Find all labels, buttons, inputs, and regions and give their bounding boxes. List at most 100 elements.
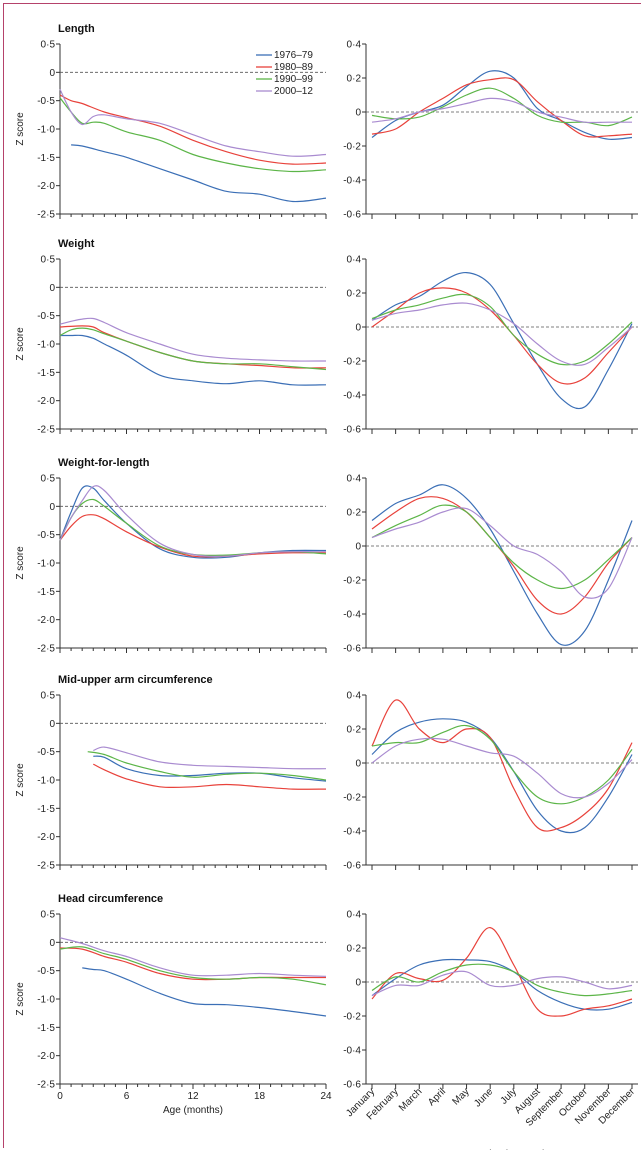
panel-7-series-1-line xyxy=(93,755,327,782)
panel-2-ytick-label: -0·2 xyxy=(343,142,361,153)
panel-8-ytick-label: -0·2 xyxy=(343,793,361,804)
panel-1-ytick-label: -2·0 xyxy=(37,181,55,192)
panel-7-ytick-label: -2·5 xyxy=(37,861,55,872)
panel-3-ytick-label: -1·0 xyxy=(37,340,55,351)
panel-1-title: Length xyxy=(58,23,95,35)
panel-4-ytick-label: 0 xyxy=(355,323,361,334)
panel-3-title: Weight xyxy=(58,238,95,250)
panel-10-ytick-label: 0 xyxy=(355,978,361,989)
panel-9-xtick-label: 6 xyxy=(124,1091,130,1102)
panel-4-series-3-line xyxy=(371,293,633,366)
panel-1-ytick-label: -1·5 xyxy=(37,153,55,164)
panel-4-series-4-line xyxy=(371,302,633,366)
panel-5-series-4-line xyxy=(59,485,327,557)
panel-2-series-3-line xyxy=(371,87,633,127)
legend-entry-1: 1976–79 xyxy=(274,50,313,61)
panel-1-ytick-label: 0 xyxy=(49,68,55,79)
panel-2-ytick-label: 0·4 xyxy=(347,40,362,51)
panel-8-ytick-label: 0 xyxy=(355,759,361,770)
panel-7-ytick-label: 0·5 xyxy=(41,691,56,702)
panel-10-xtick-label: July xyxy=(499,1086,519,1106)
panel-1-ylabel: Z score xyxy=(15,112,26,146)
panel-2-ytick-label: -0·6 xyxy=(343,210,361,221)
panel-5-ylabel: Z score xyxy=(15,546,26,580)
panel-9-ytick-label: -1·0 xyxy=(37,995,55,1006)
panel-10-xtick-label: April xyxy=(426,1086,448,1108)
panel-10-ytick-label: 0·4 xyxy=(347,910,362,921)
legend-entry-2: 1980–89 xyxy=(274,62,313,73)
panel-7-ytick-label: -0·5 xyxy=(37,747,55,758)
panel-10-ytick-label: -0·2 xyxy=(343,1012,361,1023)
panel-8-ytick-label: -0·6 xyxy=(343,861,361,872)
panel-8-ytick-label: 0·4 xyxy=(347,691,362,702)
panel-6-series-2-line xyxy=(371,496,633,615)
panel-10-ytick-label: -0·6 xyxy=(343,1080,361,1091)
panel-9-ytick-label: 0 xyxy=(49,938,55,949)
panel-4-series-1-line xyxy=(371,271,633,410)
panel-10-series-4-line xyxy=(371,970,633,997)
panel-8-series-1-line xyxy=(371,718,633,834)
panel-3-series-3-line xyxy=(59,327,327,371)
panel-7-title: Mid-upper arm circumference xyxy=(58,674,213,686)
panel-8-series-2-line xyxy=(371,699,633,832)
panel-7-ytick-label: -1·0 xyxy=(37,776,55,787)
panel-7-ytick-label: -2·0 xyxy=(37,832,55,843)
panel-9-xtick-label: 18 xyxy=(254,1091,266,1102)
panel-8-series-4-line xyxy=(371,737,633,799)
panel-1-ytick-label: -0·5 xyxy=(37,96,55,107)
panel-5-title: Weight-for-length xyxy=(58,457,150,469)
panel-2-series-4-line xyxy=(371,97,632,124)
panel-5-series-3-line xyxy=(59,498,327,557)
panel-9-series-3-line xyxy=(59,946,327,986)
panel-9-ylabel: Z score xyxy=(15,982,26,1016)
panel-5-ytick-label: 0 xyxy=(49,502,55,513)
panel-3-ytick-label: -2·5 xyxy=(37,425,55,436)
panel-3-ylabel: Z score xyxy=(15,327,26,361)
panel-8-ytick-label: -0·4 xyxy=(343,827,361,838)
panel-8-ytick-label: 0·2 xyxy=(347,725,362,736)
panel-9-series-4-line xyxy=(59,937,327,977)
panel-9-xtick-label: 24 xyxy=(320,1091,332,1102)
panel-9-xtick-label: 12 xyxy=(187,1091,199,1102)
panel-6-ytick-label: -0·6 xyxy=(343,644,361,655)
panel-10-xtick-label: March xyxy=(397,1086,424,1113)
panel-3-ytick-label: 0·5 xyxy=(41,255,56,266)
panel-3-series-4-line xyxy=(59,317,327,362)
legend-entry-4: 2000–12 xyxy=(274,86,313,97)
panel-1-ytick-label: -1·0 xyxy=(37,125,55,136)
panel-9-ytick-label: -1·5 xyxy=(37,1023,55,1034)
panel-4-ytick-label: -0·6 xyxy=(343,425,361,436)
panel-3-ytick-label: 0 xyxy=(49,283,55,294)
panel-5-ytick-label: -0·5 xyxy=(37,530,55,541)
panel-7-series-4-line xyxy=(93,746,327,770)
panel-2-ytick-label: -0·4 xyxy=(343,176,361,187)
panel-8-series-3-line xyxy=(371,724,633,805)
panel-1-series-2-line xyxy=(59,94,327,165)
panel-1-ytick-label: -2·5 xyxy=(37,210,55,221)
panel-4-ytick-label: -0·2 xyxy=(343,357,361,368)
panel-7-series-3-line xyxy=(87,751,327,781)
panel-1-series-4-line xyxy=(59,89,327,157)
panel-4-ytick-label: 0·4 xyxy=(347,255,362,266)
panel-4-series-2-line xyxy=(371,287,633,385)
panel-3-series-1-line xyxy=(60,334,327,386)
legend-entry-3: 1990–99 xyxy=(274,74,313,85)
figure-frame xyxy=(3,3,641,1148)
panel-7-ytick-label: -1·5 xyxy=(37,804,55,815)
panel-6-series-4-line xyxy=(371,507,633,599)
panel-3-ytick-label: -2·0 xyxy=(37,396,55,407)
panel-9-title: Head circumference xyxy=(58,893,163,905)
panel-9-ytick-label: -2·0 xyxy=(37,1051,55,1062)
panel-6-ytick-label: 0 xyxy=(355,542,361,553)
panel-1-series-3-line xyxy=(59,97,327,173)
panel-10-ytick-label: -0·4 xyxy=(343,1046,361,1057)
panel-6-series-3-line xyxy=(371,504,633,590)
panel-5-series-2-line xyxy=(59,514,327,558)
panel-9-ytick-label: -0·5 xyxy=(37,966,55,977)
panel-9-ytick-label: 0·5 xyxy=(41,910,56,921)
panel-10-series-3-line xyxy=(371,963,633,997)
panel-1-ytick-label: 0·5 xyxy=(41,40,56,51)
panel-5-series-1-line xyxy=(59,485,327,559)
panel-3-ytick-label: -1·5 xyxy=(37,368,55,379)
